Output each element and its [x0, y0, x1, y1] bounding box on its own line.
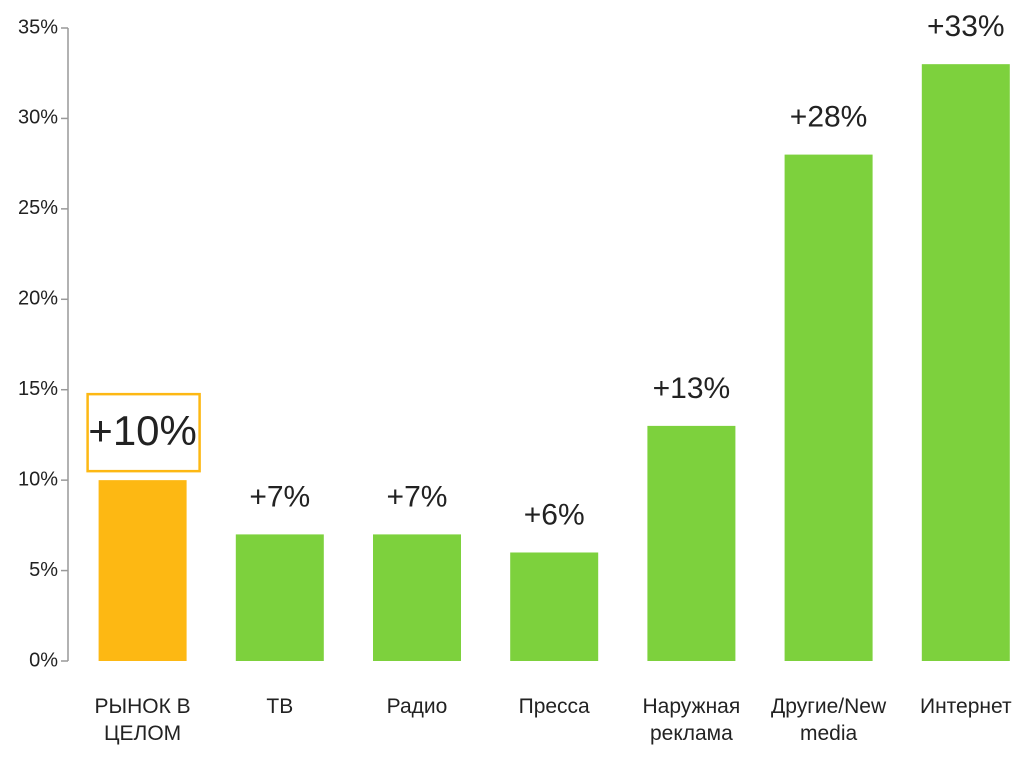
y-tick-label: 20%: [18, 288, 58, 310]
highlight-box: [86, 392, 201, 473]
y-tick-label: 5%: [29, 559, 58, 581]
y-tick-label: 25%: [18, 197, 58, 219]
value-label: +28%: [790, 101, 868, 134]
value-label: +7%: [249, 480, 310, 513]
x-tick-label: Наружная реклама: [642, 695, 741, 745]
y-tick-label: 15%: [18, 378, 58, 400]
bar: [98, 480, 187, 661]
bar: [784, 154, 873, 661]
value-label: +7%: [387, 480, 448, 513]
x-tick-label: Другие/New media: [771, 695, 887, 745]
value-label: +33%: [927, 10, 1005, 43]
bar: [373, 534, 461, 661]
x-tick-label: Радио: [386, 695, 448, 718]
value-label: +13%: [653, 372, 731, 405]
y-tick-label: 0%: [29, 649, 58, 671]
y-tick-label: 10%: [18, 468, 58, 490]
x-tick-label: Пресса: [518, 695, 590, 718]
value-label: +10%: [88, 407, 197, 454]
bar: [510, 552, 599, 661]
bar: [647, 425, 736, 661]
y-tick-label: 30%: [18, 107, 58, 129]
bar: [235, 534, 324, 661]
y-tick-label: 35%: [18, 16, 58, 38]
x-tick-label: РЫНОК В ЦЕЛОМ: [94, 695, 191, 745]
x-tick-label: Интернет: [919, 695, 1012, 718]
value-label: +6%: [524, 498, 585, 531]
bar: [921, 64, 1010, 661]
x-tick-label: ТВ: [266, 695, 294, 718]
